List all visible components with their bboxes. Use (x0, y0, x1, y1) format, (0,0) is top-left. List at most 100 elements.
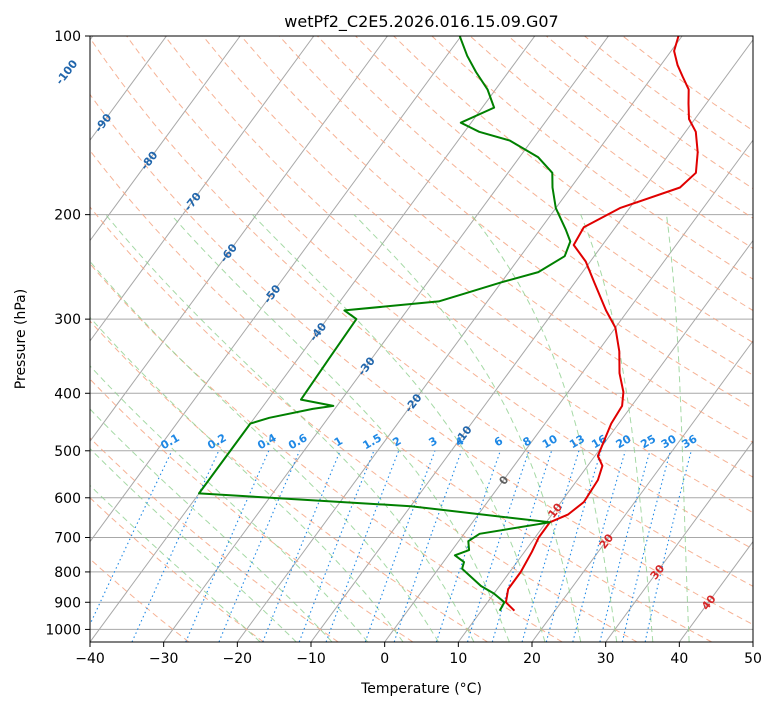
x-tick-label: −30 (149, 651, 179, 667)
isotherm-line (90, 36, 536, 642)
moist-adiabat-line (580, 214, 654, 642)
isotherm-line (90, 36, 315, 342)
mixing-ratio-line (185, 450, 270, 642)
mixing-ratio-label: 13 (567, 432, 587, 451)
isotherm-label: -40 (307, 320, 330, 344)
background-lines (90, 36, 753, 642)
dry-adiabat-line (90, 206, 638, 642)
isotherm-line (90, 36, 167, 142)
dry-adiabat-line (90, 37, 753, 587)
moist-adiabat-line (353, 214, 582, 642)
x-tick-label: −40 (75, 651, 105, 667)
isotherm-line (90, 36, 241, 242)
dry-adiabat-line (355, 36, 753, 344)
mixing-ratio-line (90, 450, 173, 626)
y-axis: 100 200 300 400 500 600 700 800 900 1000 (45, 29, 90, 638)
dry-adiabat-line (126, 36, 753, 550)
x-tick-label: 30 (597, 651, 615, 667)
x-tick-label: 40 (670, 651, 688, 667)
dry-adiabat-line (431, 36, 753, 280)
dry-adiabat-line (278, 36, 753, 409)
mixing-ratio-label: 0.6 (286, 431, 310, 452)
isotherm-line (90, 36, 462, 543)
dry-adiabat-line (545, 36, 753, 190)
isotherm-label: -50 (261, 282, 284, 306)
x-tick-label: −10 (296, 651, 326, 667)
mixing-ratio-line (218, 450, 301, 642)
isotherm-labels: -100-90-80-70-60-50-40-30-20-100 (53, 57, 512, 487)
moist-adiabat-line (470, 214, 618, 642)
moist-adiabat-line (90, 408, 333, 642)
isotherm-label: -80 (138, 149, 161, 173)
dry-adiabat-line (90, 149, 712, 642)
moist-adiabat-line (252, 214, 546, 642)
mixing-ratio-line (393, 450, 463, 642)
moist-adiabat-line (90, 447, 297, 642)
y-tick-label: 500 (54, 444, 81, 460)
isotherm-line (163, 36, 609, 642)
moist-adiabat-line (90, 316, 404, 642)
y-tick-label: 100 (54, 29, 81, 45)
mixing-ratio-line (644, 450, 692, 642)
mixing-ratio-line (521, 450, 580, 642)
y-tick-label: 300 (54, 312, 81, 328)
isotherm-label: -30 (355, 354, 378, 378)
dry-adiabat-line (469, 36, 753, 250)
isotherm-label: -90 (92, 111, 115, 135)
mixing-ratio-line (572, 450, 626, 642)
plot-frame (89, 35, 754, 643)
x-axis-label: Temperature (°C) (360, 681, 482, 697)
mixing-ratio-labels: 0.1 0.2 0.4 0.6 1 1.5 2 3 4 6 8 10 13 16 20 25 30 36 (158, 431, 699, 452)
y-axis-label: Pressure (hPa) (13, 289, 29, 389)
isotherm-line (236, 36, 683, 642)
chart-title: wetPf2_C2E5.2026.016.15.09.G07 (284, 12, 558, 32)
dry-adiabat-line (90, 263, 563, 642)
x-tick-label: −20 (223, 651, 253, 667)
isotherm-line (531, 340, 753, 642)
dewpoint-line (198, 36, 572, 612)
moist-adiabat-line (666, 214, 690, 642)
moist-adiabat-line (90, 484, 261, 642)
temperature-line (504, 36, 699, 612)
dry-adiabat-line (622, 36, 753, 132)
mixing-ratio-line (131, 450, 220, 642)
moist-adiabat-line (170, 214, 510, 642)
mixing-ratio-label: 0.1 (158, 431, 181, 452)
mixing-ratio-label: 0.2 (205, 431, 228, 452)
mixing-ratio-label: 10 (540, 432, 560, 451)
y-tick-label: 800 (54, 565, 81, 581)
isotherm-label: -20 (402, 391, 425, 415)
isotherm-label: -60 (217, 241, 240, 265)
y-tick-label: 1000 (45, 622, 81, 638)
dry-adiabat-line (90, 320, 488, 642)
x-tick-label: 20 (523, 651, 541, 667)
mixing-ratio-line (491, 450, 553, 642)
isotherm-line (605, 440, 753, 642)
y-tick-label: 600 (54, 491, 81, 507)
y-tick-label: 700 (54, 531, 81, 547)
mixing-ratio-label: 20 (614, 432, 634, 451)
mixing-ratio-line (435, 450, 501, 642)
mixing-ratio-label: 25 (638, 432, 658, 451)
isotherm-line (752, 641, 753, 642)
isotherm-line (384, 139, 753, 642)
isotherm-label: 20 (597, 531, 617, 551)
mixing-ratio-label: 3 (427, 434, 440, 449)
isotherm-line (457, 239, 753, 642)
mixing-ratio-line (466, 450, 530, 642)
mixing-ratio-label: 1 (332, 434, 345, 449)
mixing-ratio-line (545, 450, 602, 642)
isotherm-label: 30 (648, 562, 668, 582)
y-tick-label: 900 (54, 595, 81, 611)
isotherm-label: -100 (53, 57, 80, 87)
x-tick-label: 10 (449, 651, 467, 667)
y-tick-label: 200 (54, 208, 81, 224)
isotherm-line (90, 36, 388, 443)
dry-adiabat-line (90, 497, 264, 642)
mixing-ratio-line (325, 450, 400, 642)
dry-adiabat-line (317, 36, 753, 376)
x-tick-label: 50 (744, 651, 762, 667)
mixing-ratio-line (298, 450, 375, 642)
y-tick-label: 400 (54, 386, 81, 402)
